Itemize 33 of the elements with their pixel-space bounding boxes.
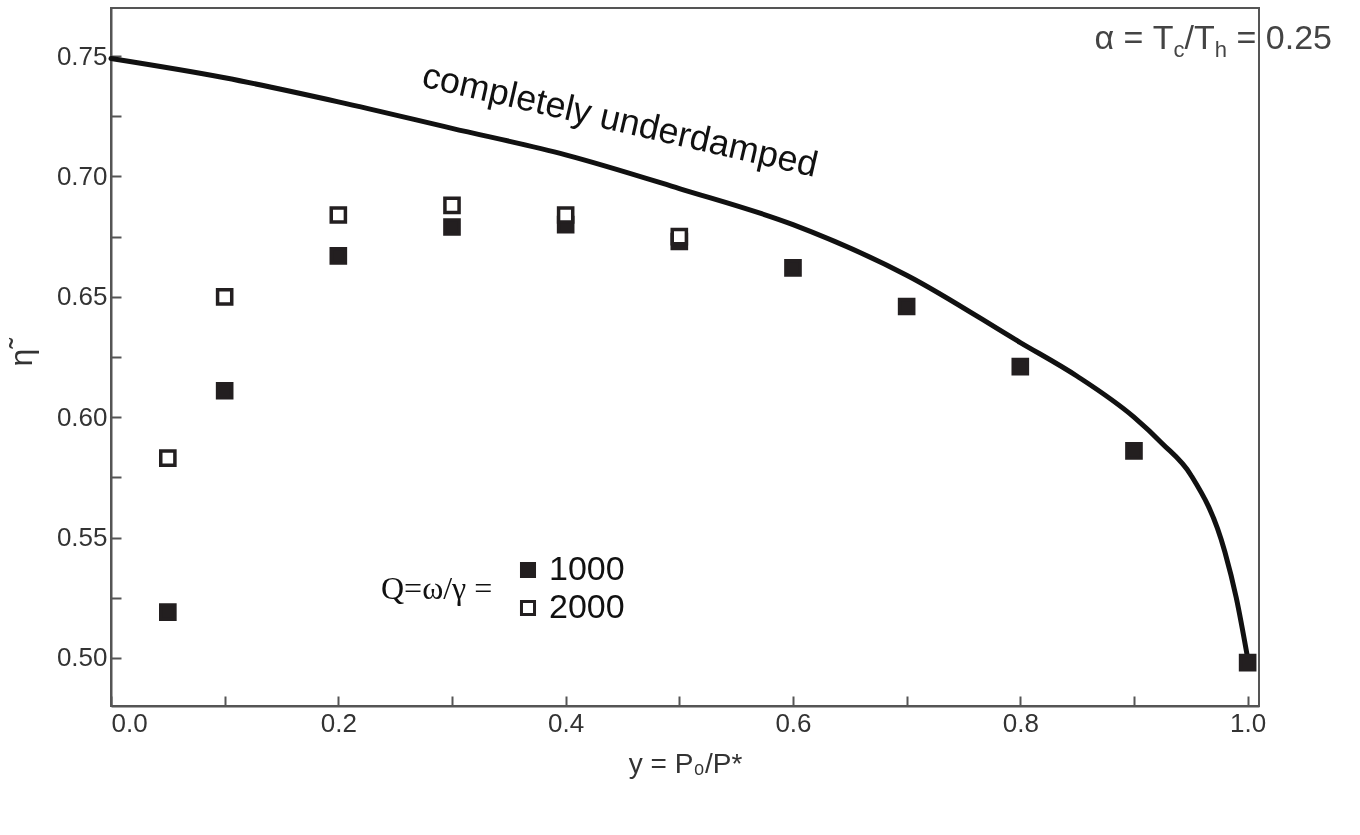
x-axis-title: y = P₀/P* bbox=[628, 747, 743, 779]
point bbox=[897, 297, 916, 316]
point bbox=[670, 227, 689, 246]
x-tick-label: 1.0 bbox=[1230, 707, 1267, 738]
point bbox=[443, 218, 461, 236]
y-tick-label: 0.65 bbox=[56, 281, 108, 312]
point bbox=[1125, 442, 1143, 460]
point bbox=[556, 206, 575, 224]
point bbox=[329, 206, 348, 224]
x-tick-label: 0.8 bbox=[1002, 707, 1039, 738]
y-tick-label: 0.50 bbox=[56, 642, 108, 673]
legend-title: Q=ω/γ = bbox=[381, 570, 493, 606]
point bbox=[1238, 653, 1257, 672]
point bbox=[215, 288, 234, 306]
x-tick-label: 0.6 bbox=[775, 707, 812, 738]
y-axis-title: η̃ bbox=[2, 337, 39, 367]
x-tick-label: 0.4 bbox=[548, 707, 585, 738]
legend-label: 2000 bbox=[549, 587, 625, 625]
legend-label: 1000 bbox=[549, 549, 625, 587]
point bbox=[1011, 357, 1030, 376]
annotation: α = T$_{c}$/T$_{h}$ = 0.25 bbox=[1094, 18, 1332, 63]
point bbox=[159, 603, 177, 621]
y-tick-label: 0.75 bbox=[56, 40, 108, 71]
point bbox=[159, 449, 177, 467]
point bbox=[329, 247, 348, 265]
y-tick-label: 0.55 bbox=[56, 522, 108, 553]
y-tick-label: 0.60 bbox=[56, 401, 108, 432]
point bbox=[215, 381, 234, 400]
x-tick-label: 0.0 bbox=[111, 707, 148, 738]
x-tick-label: 0.2 bbox=[320, 707, 357, 738]
point bbox=[784, 259, 802, 277]
point bbox=[443, 196, 461, 215]
y-tick-label: 0.70 bbox=[56, 160, 108, 191]
